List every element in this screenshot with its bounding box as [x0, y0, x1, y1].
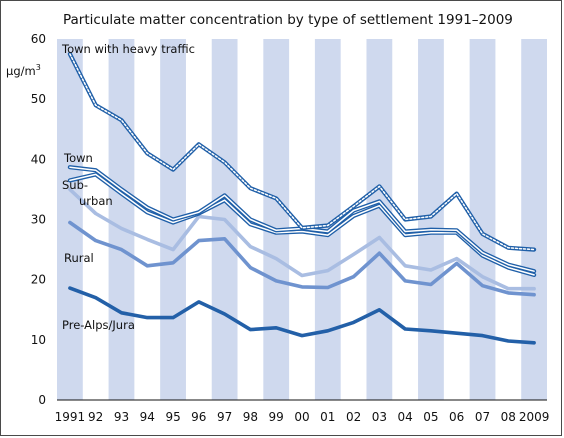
x-tick-label: 07 [475, 410, 490, 424]
band [366, 39, 393, 400]
x-tick-label: 04 [398, 410, 413, 424]
label-rural: Rural [64, 251, 94, 265]
y-tick-label: 40 [31, 152, 46, 166]
series-line [67, 51, 537, 252]
x-tick-label: 03 [372, 410, 387, 424]
band [57, 39, 83, 400]
y-axis-unit: μg/m [6, 64, 36, 78]
label-town: Town [63, 151, 93, 165]
y-tick-label: 0 [38, 393, 46, 407]
x-tick-label: 96 [191, 410, 206, 424]
series-labels: Town with heavy traffic Town Sub- urban … [61, 42, 195, 332]
x-tick-label: 2009 [519, 410, 550, 424]
series-line [68, 187, 536, 291]
x-tick-label: 98 [243, 410, 258, 424]
y-tick-label: 10 [31, 333, 46, 347]
band [108, 39, 135, 400]
x-tick-label: 94 [140, 410, 155, 424]
x-tick-label: 08 [501, 410, 516, 424]
chart-title: Particulate matter concentration by type… [63, 12, 513, 28]
x-tick-label: 93 [114, 410, 129, 424]
x-tick-label: 02 [346, 410, 361, 424]
series-line [67, 165, 537, 274]
label-pre-alps-jura: Pre-Alps/Jura [62, 318, 135, 332]
x-tick-label: 99 [269, 410, 284, 424]
label-urban: urban [79, 194, 113, 208]
y-axis-unit-superscript: 3 [36, 63, 41, 72]
y-tick-label: 50 [31, 92, 46, 106]
series-lines [67, 51, 537, 345]
y-tick-label: 60 [31, 32, 46, 46]
x-tick-label: 01 [320, 410, 335, 424]
x-tick-label: 06 [449, 410, 464, 424]
x-tick-label: 97 [217, 410, 232, 424]
x-tick-label: 05 [423, 410, 438, 424]
y-tick-label: 20 [31, 273, 46, 287]
label-town-heavy-traffic: Town with heavy traffic [61, 42, 195, 56]
band [521, 39, 547, 400]
series-line [68, 220, 536, 297]
x-tick-label: 00 [294, 410, 309, 424]
x-tick-label: 92 [88, 410, 103, 424]
series-line [68, 286, 536, 345]
x-tick-labels: 1991 92 93 94 95 96 97 98 99 00 01 02 03 04 05 06 07 08 20… [55, 410, 550, 424]
x-tick-label: 1991 [55, 410, 86, 424]
y-tick-label: 30 [31, 213, 46, 227]
label-sub: Sub- [62, 178, 88, 192]
band [263, 39, 290, 400]
x-tick-label: 95 [165, 410, 180, 424]
y-axis-label: μg/m3 [6, 63, 41, 78]
y-tick-labels: 0 10 20 30 40 50 60 [31, 32, 46, 407]
